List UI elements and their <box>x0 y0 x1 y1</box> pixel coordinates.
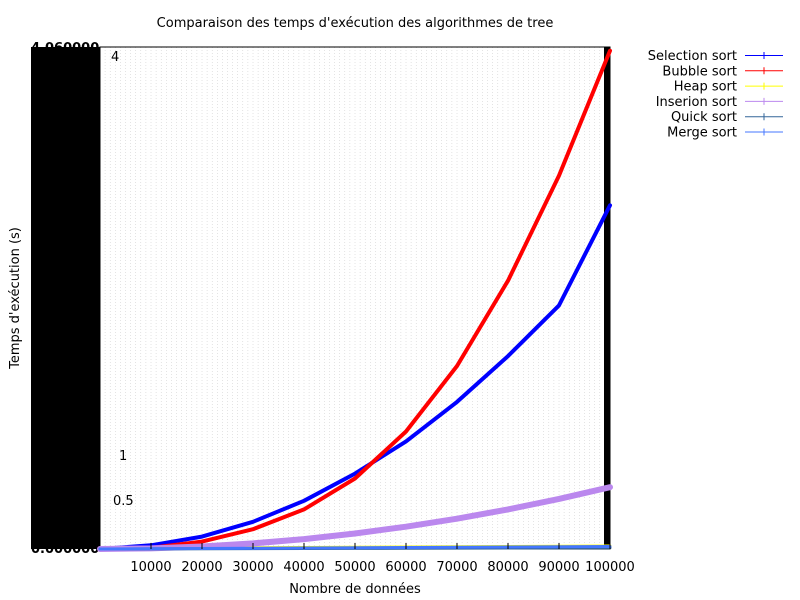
y-axis-band <box>94 47 100 549</box>
x-tick-label: 60000 <box>385 560 426 575</box>
x-tick-label: 90000 <box>538 560 579 575</box>
data-point <box>507 280 509 282</box>
y-axis-label: Temps d'exécution (s) <box>8 227 23 370</box>
data-point <box>507 355 509 357</box>
legend-label: Inserion sort <box>656 95 737 110</box>
x-tick-label: 80000 <box>487 560 528 575</box>
y-tick-label: 1 <box>119 449 127 464</box>
data-point <box>558 175 560 177</box>
x-axis-label: Nombre de données <box>289 582 421 597</box>
legend-label: Selection sort <box>648 49 737 64</box>
x-tick-label: 100000 <box>585 560 635 575</box>
x-tick-label: 40000 <box>283 560 324 575</box>
data-point <box>303 538 305 540</box>
data-point <box>405 440 407 442</box>
data-point <box>558 498 560 500</box>
right-axis-band <box>604 47 610 549</box>
legend-label: Merge sort <box>667 126 737 141</box>
data-point <box>303 500 305 502</box>
x-tick-label: 50000 <box>334 560 375 575</box>
chart-title: Comparaison des temps d'exécution des al… <box>157 16 554 31</box>
data-point <box>609 486 611 488</box>
y-edge-label-bottom: 0.000000 <box>31 542 99 557</box>
data-point <box>456 365 458 367</box>
data-point <box>354 533 356 535</box>
data-point <box>405 526 407 528</box>
data-point <box>609 204 611 206</box>
data-point <box>354 478 356 480</box>
data-point <box>507 508 509 510</box>
legend-label: Heap sort <box>674 80 737 95</box>
data-point <box>252 521 254 523</box>
x-tick-label: 70000 <box>436 560 477 575</box>
data-point <box>609 50 611 52</box>
y-tick-label: 0.5 <box>113 494 134 509</box>
y-ticks: 410.5 <box>111 50 134 509</box>
y-tick-label: 4 <box>111 50 119 65</box>
data-point <box>201 536 203 538</box>
x-tick-label: 20000 <box>181 560 222 575</box>
data-point <box>252 528 254 530</box>
x-tick-label: 10000 <box>130 560 171 575</box>
data-point <box>201 541 203 543</box>
data-point <box>456 518 458 520</box>
data-point <box>303 508 305 510</box>
data-point <box>354 473 356 475</box>
legend-label: Quick sort <box>671 110 737 125</box>
x-tick-label: 30000 <box>232 560 273 575</box>
x-ticks: 10000 20000 30000 40000 50000 60000 70000 80000… <box>130 543 635 575</box>
data-point <box>456 401 458 403</box>
data-point <box>558 304 560 306</box>
data-point <box>405 431 407 433</box>
legend-label: Bubble sort <box>662 64 737 79</box>
y-axis-edge-labels: 4.060000 0.000000 <box>31 41 99 557</box>
y-label-strip <box>31 47 94 549</box>
data-point <box>99 548 101 550</box>
y-edge-label-top: 4.060000 <box>31 41 99 56</box>
